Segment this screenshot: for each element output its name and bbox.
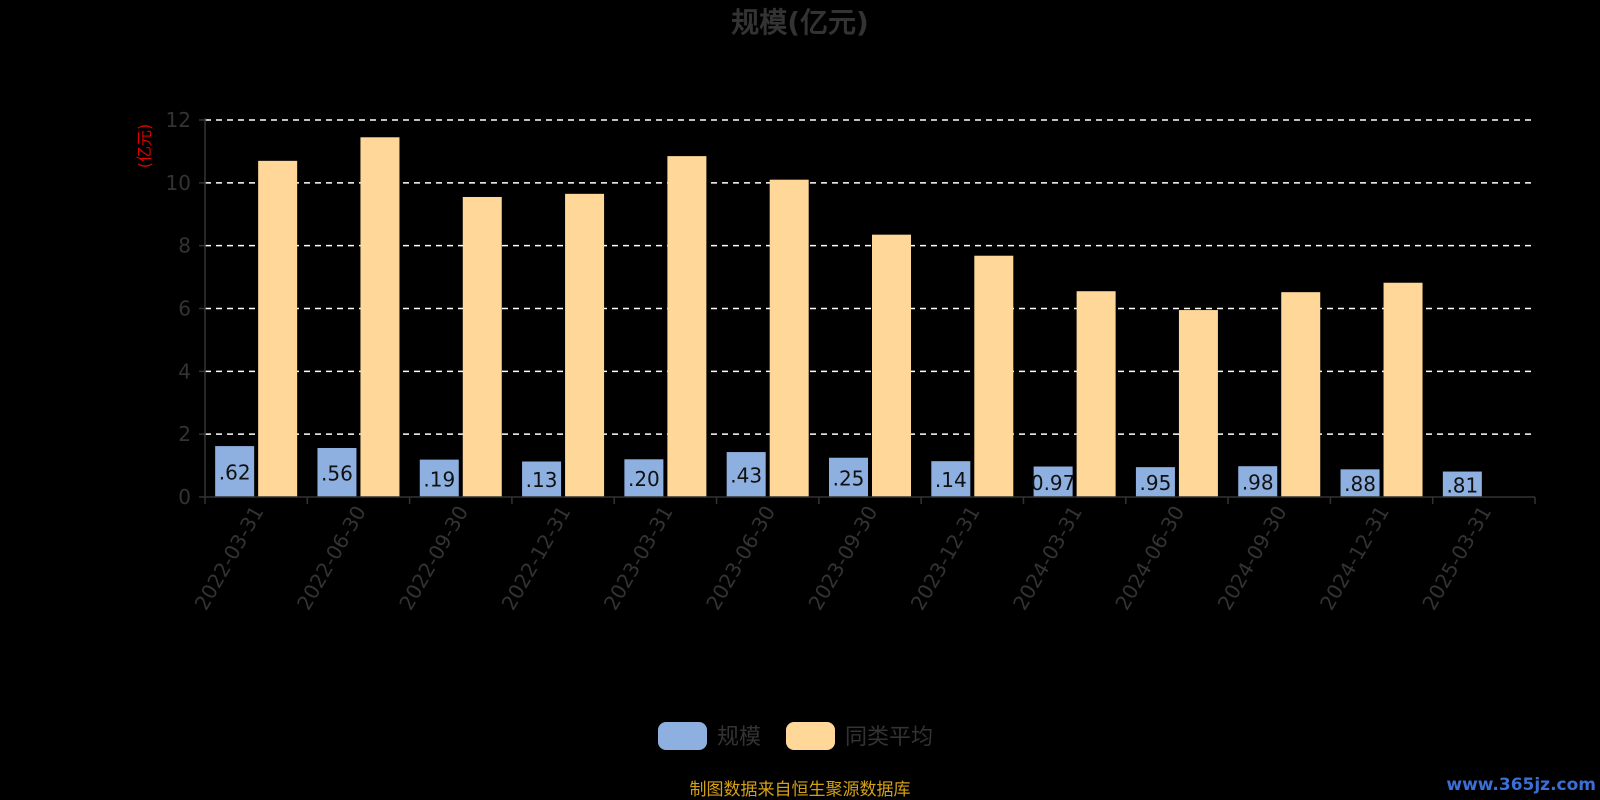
bar-category-average xyxy=(1383,282,1423,497)
bar-scale xyxy=(931,461,971,497)
watermark: www.365jz.com xyxy=(1446,775,1596,795)
x-tick-label: 2022-03-31 xyxy=(190,502,269,615)
x-tick-label: 2025-03-31 xyxy=(1417,502,1496,615)
legend-swatch[interactable] xyxy=(786,722,835,750)
bar-value-label: .13 xyxy=(526,468,558,492)
y-tick-label: 4 xyxy=(178,359,191,383)
legend-label[interactable]: 同类平均 xyxy=(845,725,933,750)
bar-value-label: .43 xyxy=(730,464,762,488)
y-axis-ticks: 0 2 4 6 8 10 12 xyxy=(166,108,206,509)
bar-scale xyxy=(1033,466,1073,497)
legend-label[interactable]: 规模 xyxy=(717,725,761,750)
bar-category-average xyxy=(1178,310,1218,497)
y-tick-label: 10 xyxy=(166,171,191,195)
x-tick-label: 2024-12-31 xyxy=(1315,502,1394,615)
x-tick-label: 2023-06-30 xyxy=(701,502,780,615)
bar-category-average xyxy=(1281,292,1321,497)
x-tick-label: 2022-09-30 xyxy=(394,502,473,615)
bar-value-label: 0.97 xyxy=(1031,471,1076,495)
bar-category-average xyxy=(872,234,911,497)
y-tick-label: 0 xyxy=(178,485,191,509)
legend-swatch[interactable] xyxy=(658,722,707,750)
bar-value-label: .95 xyxy=(1140,471,1172,495)
data-source-note: 制图数据来自恒生聚源数据库 xyxy=(690,780,911,800)
bar-value-label: .20 xyxy=(628,467,660,491)
x-tick-label: 2022-06-30 xyxy=(292,502,371,615)
bar-value-label: .14 xyxy=(935,468,967,492)
bar-category-average xyxy=(258,160,298,497)
bar-value-label: .81 xyxy=(1446,473,1478,497)
x-tick-label: 2023-12-31 xyxy=(906,501,985,614)
x-axis: 2022-03-31 2022-06-30 2022-09-30 2022-12-31… xyxy=(190,496,1536,615)
bar-scale xyxy=(624,459,664,497)
bar-scale xyxy=(522,461,562,497)
bar-category-average xyxy=(462,196,502,498)
gridlines xyxy=(205,119,1535,435)
x-tick-label: 2024-09-30 xyxy=(1213,502,1292,615)
bar-scale xyxy=(419,459,459,497)
bar-value-label: .98 xyxy=(1242,471,1274,495)
bar-scale xyxy=(726,452,766,497)
y-tick-label: 2 xyxy=(178,422,191,446)
bar-category-average xyxy=(1076,291,1116,497)
bar-category-average xyxy=(769,179,809,498)
bar-scale xyxy=(215,446,255,497)
bar-value-label: .88 xyxy=(1344,472,1376,496)
y-tick-label: 12 xyxy=(166,108,191,132)
bar-value-label: .56 xyxy=(321,461,353,485)
bar-value-label: .25 xyxy=(833,466,865,490)
bars: .62 .56 .19 .13 .20 .43 .25 .14 0.97 .95 .98 .88 .81 xyxy=(215,137,1482,497)
bar-category-average xyxy=(565,193,605,497)
bar-scale xyxy=(1442,471,1482,497)
y-axis-unit-label: (亿元) xyxy=(135,124,154,169)
bar-category-average xyxy=(360,137,400,497)
bar-scale xyxy=(1340,469,1380,497)
x-tick-label: 2024-03-31 xyxy=(1008,502,1087,615)
bar-scale xyxy=(1135,467,1175,497)
x-tick-label: 2023-09-30 xyxy=(803,502,882,615)
bar-value-label: .62 xyxy=(219,461,251,485)
legend: 规模 同类平均 xyxy=(658,722,933,750)
bar-value-label: .19 xyxy=(423,467,455,491)
x-tick-label: 2024-06-30 xyxy=(1110,502,1189,615)
y-tick-label: 6 xyxy=(178,297,191,321)
y-tick-label: 8 xyxy=(178,234,191,258)
bar-category-average xyxy=(667,156,707,498)
bar-category-average xyxy=(974,255,1014,497)
x-tick-label: 2023-03-31 xyxy=(599,502,678,615)
chart-title: 规模(亿元) xyxy=(731,6,869,39)
x-tick-label: 2022-12-31 xyxy=(497,502,576,615)
bar-scale xyxy=(829,457,868,497)
bar-scale xyxy=(1238,466,1278,497)
bar-scale xyxy=(317,447,357,497)
